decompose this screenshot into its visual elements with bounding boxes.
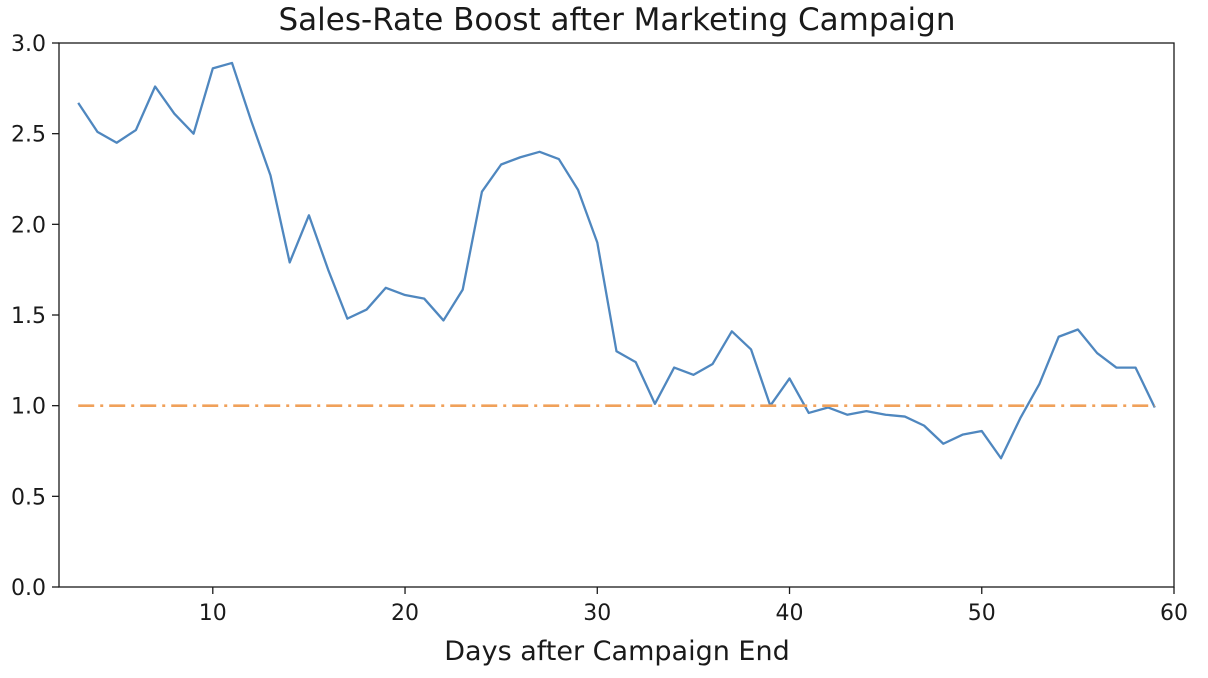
x-tick-label: 10	[199, 601, 227, 626]
series-line	[77, 61, 1156, 460]
x-tick-label: 40	[776, 601, 804, 626]
x-tick-label: 50	[968, 601, 996, 626]
y-tick-label: 0.5	[11, 485, 46, 510]
plot-area: 10 20 30 40 50 60 0.0 0.5 1.0 1.5 2.0 2.5 3.0	[11, 32, 1188, 626]
y-tick-label: 2.0	[11, 213, 46, 238]
y-tick-label: 1.0	[11, 395, 46, 420]
chart-title: Sales-Rate Boost after Marketing Campaig…	[279, 2, 956, 38]
x-tick-label: 60	[1160, 601, 1188, 626]
y-tick-label: 1.5	[11, 304, 46, 329]
x-axis-label: Days after Campaign End	[444, 636, 789, 667]
y-tick-label: 0.0	[11, 576, 46, 601]
y-tick-label: 3.0	[11, 32, 46, 57]
plot-frame	[58, 42, 1175, 588]
y-tick-label: 2.5	[11, 123, 46, 148]
x-tick-label: 30	[583, 601, 611, 626]
x-tick-label: 20	[391, 601, 419, 626]
